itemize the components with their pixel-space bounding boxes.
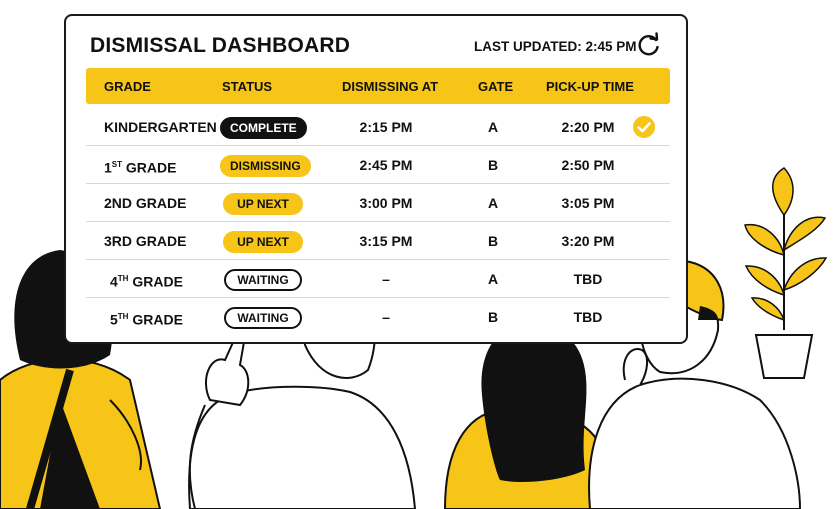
- page-title: DISMISSAL DASHBOARD: [90, 34, 351, 57]
- status-cell: COMPLETE: [220, 108, 307, 146]
- dismissing-at-cell: –: [382, 309, 390, 325]
- status-cell: WAITING: [220, 298, 306, 336]
- dismissing-at-cell: –: [382, 271, 390, 287]
- check-circle-icon: [632, 115, 656, 139]
- status-cell: UP NEXT: [220, 222, 306, 260]
- column-header-grade: GRADE: [104, 79, 151, 94]
- pickup-time-cell: 2:50 PM: [561, 157, 615, 173]
- pickup-time-cell: 3:05 PM: [561, 195, 615, 211]
- pickup-time-cell: TBD: [573, 271, 603, 287]
- grade-cell: 1ST GRADE: [104, 146, 176, 184]
- dismissal-dashboard-panel: DISMISSAL DASHBOARD LAST UPDATED: 2:45 P…: [64, 14, 688, 344]
- status-cell: DISMISSING: [220, 146, 311, 184]
- grade-word: GRADE: [132, 311, 183, 328]
- status-badge: WAITING: [224, 307, 302, 330]
- dismissing-at-cell: 2:15 PM: [359, 119, 413, 135]
- table-row: 5TH GRADE WAITING – B TBD: [86, 298, 670, 336]
- person-center: [443, 324, 611, 509]
- status-badge: WAITING: [224, 269, 302, 292]
- pickup-time-cell: TBD: [573, 309, 603, 325]
- pickup-time-cell: 3:20 PM: [561, 233, 615, 249]
- gate-cell: B: [487, 233, 499, 249]
- grade-cell: 4TH GRADE: [110, 260, 183, 298]
- gate-cell: B: [487, 309, 499, 325]
- status-badge: UP NEXT: [223, 193, 303, 216]
- status-cell: WAITING: [220, 260, 306, 298]
- grade-cell: 3RD GRADE: [104, 233, 187, 249]
- grade-suffix: TH: [117, 312, 129, 321]
- refresh-icon[interactable]: [636, 32, 662, 58]
- grade-number: 5: [110, 311, 118, 328]
- dismissing-at-cell: 3:00 PM: [359, 195, 413, 211]
- gate-cell: B: [487, 157, 499, 173]
- grade-cell: 2ND GRADE: [104, 195, 187, 211]
- status-badge: DISMISSING: [220, 155, 311, 178]
- gate-cell: A: [487, 119, 499, 135]
- column-header-dismissing-at: DISMISSING AT: [342, 79, 439, 94]
- dismissing-at-cell: 3:15 PM: [359, 233, 413, 249]
- status-badge: COMPLETE: [220, 117, 307, 140]
- table-row: KINDERGARTEN COMPLETE 2:15 PM A 2:20 PM: [86, 108, 670, 146]
- column-header-pickup-time: PICK-UP TIME: [546, 79, 634, 94]
- grade-word: GRADE: [132, 273, 183, 290]
- grade-cell: KINDERGARTEN: [104, 119, 217, 135]
- grade-number: 1: [104, 159, 112, 176]
- table-header: GRADE STATUS DISMISSING AT GATE PICK-UP …: [86, 68, 670, 104]
- gate-cell: A: [487, 271, 499, 287]
- table-row: 4TH GRADE WAITING – A TBD: [86, 260, 670, 298]
- table-row: 2ND GRADE UP NEXT 3:00 PM A 3:05 PM: [86, 184, 670, 222]
- grade-word: GRADE: [125, 159, 177, 176]
- grade-suffix: ST: [111, 160, 123, 169]
- grade-number: 4: [110, 273, 118, 290]
- column-header-status: STATUS: [222, 79, 273, 94]
- table-row: 1ST GRADE DISMISSING 2:45 PM B 2:50 PM: [86, 146, 670, 184]
- plant-icon: [744, 167, 828, 379]
- column-header-gate: GATE: [478, 79, 514, 94]
- status-cell: UP NEXT: [220, 184, 306, 222]
- grade-cell: 5TH GRADE: [110, 298, 183, 336]
- gate-cell: A: [487, 195, 499, 211]
- dismissing-at-cell: 2:45 PM: [359, 157, 413, 173]
- status-badge: UP NEXT: [223, 231, 303, 254]
- pickup-time-cell: 2:20 PM: [561, 119, 615, 135]
- grade-suffix: TH: [117, 274, 129, 283]
- last-updated-label: LAST UPDATED: 2:45 PM: [474, 39, 637, 54]
- table-row: 3RD GRADE UP NEXT 3:15 PM B 3:20 PM: [86, 222, 670, 260]
